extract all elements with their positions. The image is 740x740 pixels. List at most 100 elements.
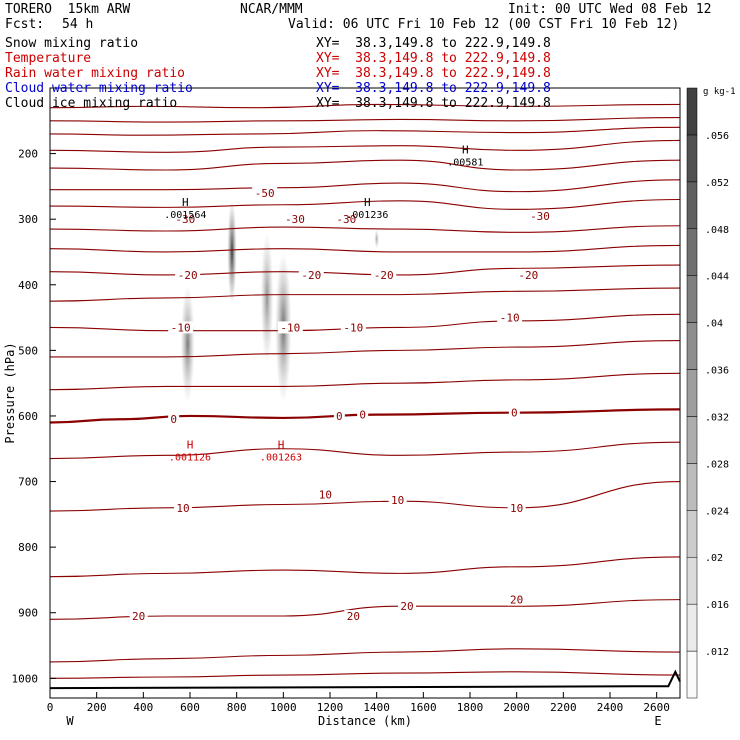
contour-label: -10	[343, 321, 363, 334]
x-tick-label: 600	[180, 701, 200, 714]
contour-label-bg	[333, 409, 345, 422]
x-tick-label: 2200	[550, 701, 577, 714]
valid-time: Valid: 06 UTC Fri 10 Feb 12 (00 CST Fri …	[288, 17, 680, 32]
x-tick-label: 2000	[503, 701, 530, 714]
colorbar-swatch	[686, 416, 698, 464]
shaded-plume	[374, 229, 379, 249]
contour-label-bg	[316, 488, 335, 501]
maximum-value: .001236	[346, 210, 388, 221]
contour-label: 10	[176, 502, 189, 515]
x-tick-label: 1600	[410, 701, 437, 714]
temperature-contour-line	[49, 480, 681, 512]
temperature-contour-line	[49, 126, 681, 136]
temperature-contour-line	[50, 179, 681, 193]
colorbar-tick-label: .028	[705, 459, 729, 470]
temperature-contour-line	[49, 116, 681, 123]
contour-label-bg	[340, 321, 366, 334]
contour-label: -30	[530, 210, 550, 223]
colorbar-tick-label: .056	[705, 131, 729, 142]
temperature-contour-line	[49, 648, 681, 663]
x-axis-label: Distance (km)	[318, 714, 412, 728]
contour-label-bg	[168, 321, 194, 334]
colorbar-swatch	[686, 603, 698, 652]
maximum-marker-h: H	[182, 196, 189, 209]
contour-label-bg	[282, 213, 308, 226]
field-xy: XY= 38.3,149.8 to 222.9,149.8	[316, 36, 551, 51]
field-xy: XY= 38.3,149.8 to 222.9,149.8	[316, 66, 551, 81]
temperature-contour-line	[49, 198, 681, 210]
model-title: TORERO 15km ARW	[5, 2, 131, 17]
colorbar-swatch	[686, 369, 698, 417]
x-tick-label: 1800	[457, 701, 484, 714]
contour-label-bg	[252, 186, 278, 199]
contour-label: -50	[255, 187, 275, 200]
colorbar-tick-label: .044	[705, 272, 729, 283]
field-name: Cloud water mixing ratio	[5, 81, 193, 96]
x-tick-label: 400	[133, 701, 153, 714]
maximum-marker-h: H	[462, 143, 469, 156]
contour-label-bg	[507, 593, 526, 606]
west-endpoint-label: W	[66, 714, 74, 728]
contour-label: -20	[301, 269, 321, 282]
temperature-contour-line	[50, 339, 681, 358]
shaded-plume	[227, 199, 237, 305]
contour-label: 10	[510, 502, 523, 515]
temperature-contours	[49, 103, 681, 679]
maximum-value: .001564	[164, 210, 206, 221]
shaded-plume	[260, 232, 274, 364]
contour-label: 0	[511, 407, 518, 420]
y-tick-label: 1000	[12, 672, 39, 685]
temperature-contour-line	[49, 599, 681, 620]
x-tick-label: 2400	[597, 701, 624, 714]
field-name: Rain water mixing ratio	[5, 66, 186, 81]
plot-frame	[49, 87, 681, 699]
y-tick-label: 700	[18, 476, 38, 489]
maximum-marker-h: H	[364, 196, 371, 209]
terrain-line	[49, 669, 681, 690]
maximum-marker-h: H	[278, 439, 285, 452]
x-tick-label: 200	[87, 701, 107, 714]
temperature-contour-line	[49, 159, 681, 171]
colorbar-tick-label: .016	[705, 600, 729, 611]
init-time: Init: 00 UTC Wed 08 Feb 12	[508, 2, 712, 17]
x-tick-label: 1200	[317, 701, 344, 714]
y-tick-label: 900	[18, 607, 38, 620]
contour-label-bg	[507, 501, 526, 514]
contour-label: 0	[336, 410, 343, 423]
contour-label-bg	[129, 610, 148, 623]
colorbar-tick-label: .024	[705, 506, 729, 517]
contour-label-bg	[508, 406, 520, 419]
x-tick-label: 800	[227, 701, 247, 714]
colorbar-swatch	[686, 556, 698, 605]
contour-label: -20	[374, 269, 394, 282]
temperature-contour-line	[49, 556, 681, 578]
temperature-contour-line	[49, 103, 681, 109]
colorbar-swatch	[686, 322, 698, 370]
contour-label-bg	[497, 311, 523, 324]
contour-label-bg	[175, 268, 201, 281]
contour-label-bg	[174, 501, 192, 514]
contour-label: -20	[178, 269, 198, 282]
x-tick-label: 2600	[643, 701, 670, 714]
contour-label-bg	[277, 321, 303, 334]
y-tick-label: 300	[18, 213, 38, 226]
contour-label: -30	[336, 213, 356, 226]
temperature-contour-line	[49, 225, 681, 233]
colorbar-swatch	[686, 181, 698, 230]
colorbar-tick-label: .012	[705, 647, 729, 658]
contour-label: -20	[518, 269, 538, 282]
contour-label: -30	[175, 213, 195, 226]
temperature-contour-line	[49, 441, 681, 460]
field-xy: XY= 38.3,149.8 to 222.9,149.8	[316, 81, 551, 96]
colorbar-tick-label: .036	[705, 366, 729, 377]
contour-label: 0	[170, 413, 177, 426]
contour-label-bg	[298, 268, 324, 281]
y-tick-label: 800	[18, 541, 38, 554]
field-xy: XY= 38.3,149.8 to 222.9,149.8	[316, 96, 551, 111]
axes: 0 200 400 600 800 1000 1200 1400 1600 1800 2000 220…	[3, 87, 681, 728]
field-xy: XY= 38.3,149.8 to 222.9,149.8	[316, 51, 551, 66]
east-endpoint-label: E	[654, 714, 661, 728]
colorbar-swatch	[686, 275, 698, 323]
colorbar: .012 .016 .02 .024 .028 .032 .036 .04 .044 .048 .0…	[686, 87, 736, 699]
